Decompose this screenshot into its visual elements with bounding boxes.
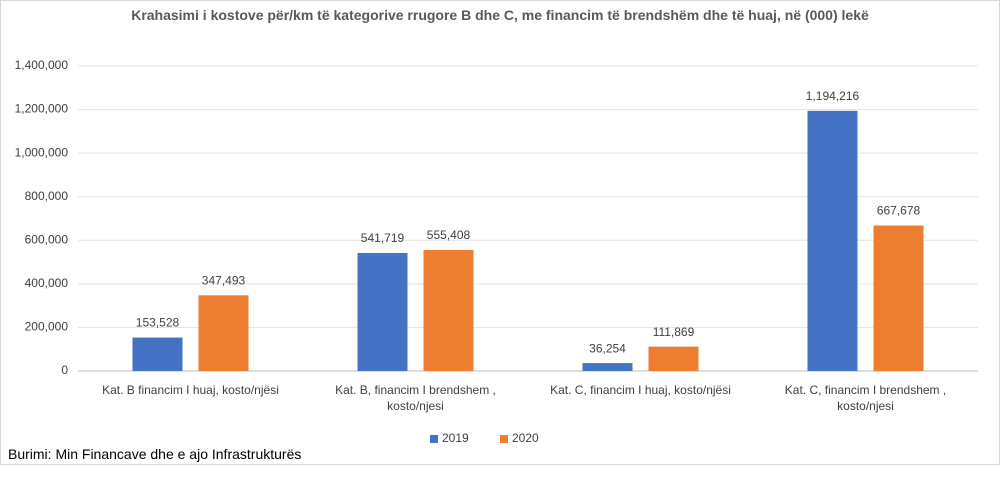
bar [198, 295, 249, 371]
y-tick-label: 1,400,000 [15, 58, 69, 72]
value-label: 667,678 [877, 204, 921, 218]
value-label: 541,719 [361, 231, 405, 245]
y-tick-label: 200,000 [25, 320, 69, 334]
bar [582, 363, 633, 371]
y-tick-label: 800,000 [25, 189, 69, 203]
y-tick-label: 600,000 [25, 232, 69, 246]
value-label: 153,528 [136, 316, 180, 330]
bar [648, 346, 699, 371]
y-tick-label: 1,000,000 [15, 145, 69, 159]
bar [423, 250, 474, 371]
value-label: 1,194,216 [806, 89, 860, 103]
value-label: 555,408 [427, 228, 471, 242]
value-label: 111,869 [653, 325, 695, 339]
bar [807, 110, 858, 371]
x-tick-label: Kat. C, financim I brendshem , kosto/nje… [784, 383, 947, 413]
x-tick-label: Kat. B, financim I brendshem , kosto/nje… [335, 383, 496, 413]
bar [873, 225, 924, 371]
value-label: 36,254 [589, 341, 626, 355]
bar [132, 337, 183, 371]
bar [357, 252, 408, 371]
y-tick-label: 400,000 [25, 276, 69, 290]
legend-label: 2019 [442, 431, 469, 445]
y-tick-label: 0 [61, 363, 68, 377]
x-tick-label: Kat. B financim I huaj, kosto/njësi [102, 383, 279, 397]
source-note: Burimi: Min Financave dhe e ajo Infrastr… [8, 446, 302, 462]
x-tick-label: Kat. C, financim I huaj, kosto/njësi [550, 383, 731, 397]
y-tick-label: 1,200,000 [15, 102, 69, 116]
value-label: 347,493 [202, 273, 246, 287]
legend-label: 2020 [512, 431, 539, 445]
chart-title: Krahasimi i kostove për/km të kategorive… [131, 7, 869, 23]
legend-swatch [430, 435, 438, 443]
legend-swatch [500, 435, 508, 443]
